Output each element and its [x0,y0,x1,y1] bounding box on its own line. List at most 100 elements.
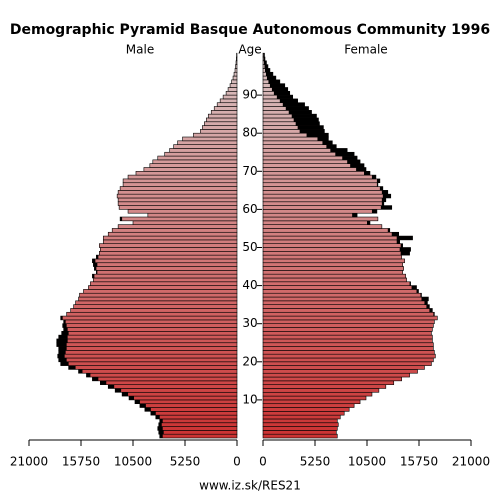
x-tick-label: 21000 [10,455,48,469]
female-bar [262,342,434,347]
male-bar [159,433,238,439]
excess-bar [144,407,151,412]
male-bar [227,87,238,92]
male-bar [86,372,238,378]
excess-bar [58,346,67,351]
female-bar [262,205,393,210]
excess-bar [266,76,276,80]
x-tick-label: 10500 [348,455,386,469]
male-bar [117,190,238,195]
footer: www.iz.sk/RES21 [199,479,301,493]
x-tick-label: 0 [233,455,241,469]
excess-bar [92,274,95,278]
female-bar [262,422,339,427]
excess-bar [382,194,391,198]
excess-bar [268,79,280,84]
excess-bar [330,148,348,153]
male-bar [96,254,238,260]
male-bar [93,262,238,267]
female-bar [262,235,413,241]
female-bar [262,418,338,424]
excess-bar [93,262,98,267]
female-bar [262,426,338,431]
male-bar [116,193,238,199]
female-bar [262,388,380,393]
excess-bar [122,392,129,397]
female-bar [262,338,433,344]
excess-bar [433,312,435,317]
male-bar [63,327,238,332]
male-bar [60,315,238,321]
male-bar [128,395,238,401]
male-bar [207,113,238,119]
female-bar [262,411,345,416]
excess-bar [263,57,265,61]
male-bar [122,182,238,187]
female-bar [262,372,410,378]
right-label: Female [344,43,387,57]
excess-bar [426,304,430,309]
male-bar [117,224,238,229]
female-bar [262,327,433,332]
excess-bar [342,156,358,160]
female-bar [262,258,405,264]
male-bar [117,201,238,206]
male-bar [119,186,238,191]
male-bar [222,94,238,100]
female-bar [262,144,337,149]
male-bar [177,140,238,145]
excess-bar [376,178,380,183]
male-bar [70,308,238,313]
excess-bar [411,285,417,290]
male-bar [92,258,238,264]
y-tick-label: 70 [242,164,257,178]
excess-bar [387,228,390,233]
female-bar [262,186,384,191]
excess-bar [96,270,98,275]
female-bar [262,353,436,359]
excess-bar [400,251,410,256]
male-bar [219,98,238,104]
male-bar [102,239,238,244]
excess-bar [306,133,329,138]
female-bar [262,197,387,203]
female-bar [262,361,432,366]
male-bar [173,144,238,149]
female-bar [262,281,411,286]
left-label: Male [126,43,154,57]
excess-bar [158,422,162,427]
female-bar [262,289,419,294]
male-bar [58,334,238,340]
male-bar [62,323,238,328]
female-bar [262,292,422,298]
excess-bar [92,258,96,263]
female-bar [262,182,379,187]
excess-bar [381,201,384,206]
y-tick-label: 80 [242,126,257,140]
x-tick-label: 5250 [300,455,331,469]
male-bar [58,350,238,355]
female-bar [262,243,403,248]
female-bar [262,247,411,252]
excess-bar [391,232,399,237]
excess-bar [94,266,97,271]
female-bar [262,239,400,244]
female-bar [262,384,387,389]
female-bar [262,163,365,168]
excess-bar [269,83,285,88]
male-bar [233,71,238,77]
male-bar [202,125,238,130]
excess-bar [63,327,68,332]
excess-bar [86,373,91,378]
male-bar [213,106,238,111]
female-bar [262,285,417,290]
excess-bar [139,403,146,408]
male-bar [143,167,238,172]
excess-bar [159,418,163,423]
y-tick-label: 40 [242,278,257,292]
excess-bar [60,316,63,320]
female-bar [262,178,381,184]
female-bar [262,331,432,336]
male-bar [144,407,238,412]
y-tick-label: 60 [242,202,257,216]
